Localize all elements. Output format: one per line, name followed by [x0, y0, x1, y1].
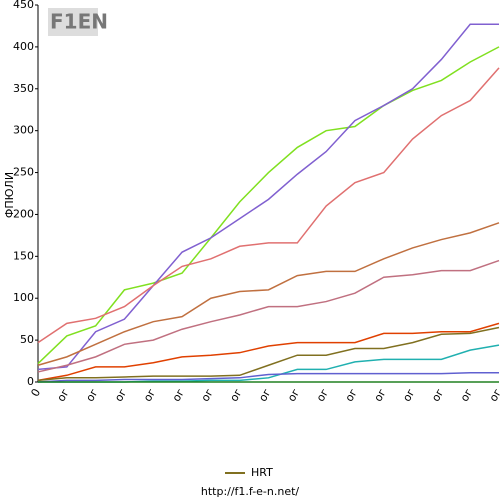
x-tick-label: ог — [256, 386, 274, 404]
x-tick-label: ог — [227, 386, 245, 404]
series-line — [37, 46, 500, 365]
y-tick-label: 50 — [20, 333, 34, 346]
series-line — [38, 344, 500, 383]
x-tick-label: ог — [54, 386, 72, 404]
x-tick-label: ог — [314, 386, 332, 404]
y-tick-label: 150 — [13, 249, 34, 262]
footer: http://f1.f-e-n.net/ — [201, 485, 300, 498]
logo-box — [48, 8, 98, 36]
series-line — [37, 372, 499, 383]
x-tick-label: ог — [429, 386, 447, 404]
x-tick-label: ог — [458, 386, 476, 404]
legend-label: HRT — [251, 466, 273, 479]
x-tick-label: ог — [371, 386, 389, 404]
y-tick-label: 250 — [13, 166, 34, 179]
y-tick-label: 450 — [13, 0, 34, 11]
y-tick-label: 400 — [13, 40, 34, 53]
x-tick-label: ог — [83, 386, 101, 404]
series-line — [37, 322, 500, 382]
series-line — [37, 326, 500, 382]
x-tick-label: ог — [487, 386, 500, 404]
x-tick-label: ог — [285, 386, 303, 404]
y-tick-label: 200 — [13, 207, 34, 220]
x-tick-label: ог — [343, 386, 361, 404]
x-tick-label: ог — [170, 386, 188, 404]
x-tick-label: ог — [400, 386, 418, 404]
x-tick-label: ог — [199, 386, 217, 404]
series-line — [37, 67, 500, 344]
logo: F1EN — [50, 10, 108, 34]
series-line — [37, 23, 499, 371]
y-tick-label: 300 — [13, 124, 34, 137]
x-tick-label: ог — [141, 386, 159, 404]
y-tick-label: 350 — [13, 82, 34, 95]
y-tick-label: 100 — [13, 291, 34, 304]
x-tick-label: ог — [112, 386, 130, 404]
x-tick-label: 0 — [28, 387, 43, 400]
y-tick-label: 0 — [27, 375, 34, 388]
series-line — [37, 259, 500, 373]
y-axis-label: ФПЮЛИ — [3, 172, 16, 218]
series-line — [37, 222, 500, 366]
